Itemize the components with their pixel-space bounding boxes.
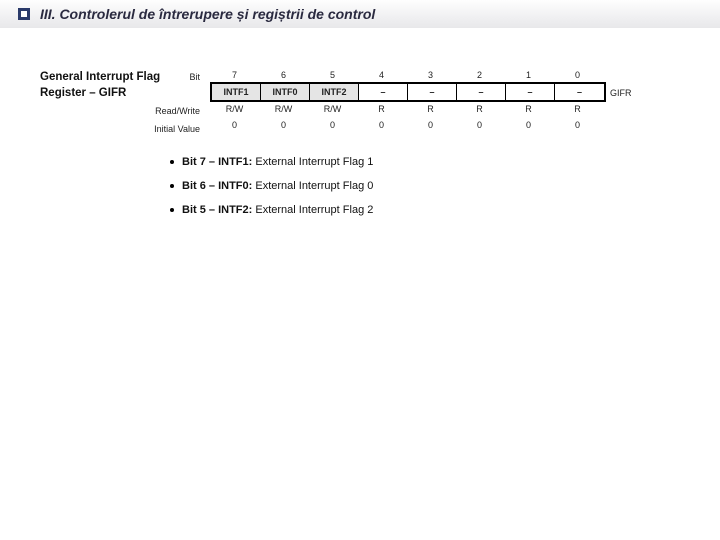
rw-row: R/W R/W R/W R R R R R (210, 104, 606, 114)
rw-cell: R/W (308, 104, 357, 114)
iv-cell: 0 (406, 120, 455, 130)
bit-num: 3 (406, 70, 455, 80)
bit-num: 1 (504, 70, 553, 80)
slide-title: III. Controlerul de întrerupere și regiș… (40, 6, 375, 22)
bit-desc-text: Bit 6 – INTF0: External Interrupt Flag 0 (182, 180, 373, 192)
bullet-icon (170, 184, 174, 188)
bit-description-list: Bit 7 – INTF1: External Interrupt Flag 1… (170, 156, 373, 228)
bit-num: 0 (553, 70, 602, 80)
bit-num: 7 (210, 70, 259, 80)
slide-header: III. Controlerul de întrerupere și regiș… (0, 0, 720, 28)
iv-cell: 0 (259, 120, 308, 130)
rw-cell: R (455, 104, 504, 114)
register-name-line2: Register – GIFR (40, 87, 126, 99)
iv-cell: 0 (553, 120, 602, 130)
register-side-label: GIFR (610, 88, 632, 98)
register-table: Bit 7 6 5 4 3 2 1 0 INTF1 INTF0 INTF2 – … (210, 70, 606, 130)
rw-cell: R (504, 104, 553, 114)
reg-cell: – (555, 84, 604, 100)
rw-cell: R/W (259, 104, 308, 114)
register-name-line1: General Interrupt Flag (40, 71, 160, 83)
iv-row-label: Initial Value (140, 124, 200, 134)
rw-cell: R (553, 104, 602, 114)
reg-cell: – (506, 84, 555, 100)
reg-cell: INTF1 (212, 84, 261, 100)
header-bullet-icon (18, 8, 30, 20)
bullet-icon (170, 208, 174, 212)
bit-row-label: Bit (160, 72, 200, 82)
register-cells-row: INTF1 INTF0 INTF2 – – – – – (210, 82, 606, 102)
rw-cell: R (357, 104, 406, 114)
rw-cell: R/W (210, 104, 259, 114)
reg-cell: – (408, 84, 457, 100)
bit-desc-item: Bit 7 – INTF1: External Interrupt Flag 1 (170, 156, 373, 168)
reg-cell: – (359, 84, 408, 100)
reg-cell: INTF0 (261, 84, 310, 100)
reg-cell: – (457, 84, 506, 100)
bit-num: 5 (308, 70, 357, 80)
bit-desc-text: Bit 5 – INTF2: External Interrupt Flag 2 (182, 204, 373, 216)
bit-num: 2 (455, 70, 504, 80)
iv-cell: 0 (504, 120, 553, 130)
iv-cell: 0 (357, 120, 406, 130)
rw-row-label: Read/Write (140, 106, 200, 116)
rw-cell: R (406, 104, 455, 114)
bit-num: 4 (357, 70, 406, 80)
iv-row: 0 0 0 0 0 0 0 0 (210, 120, 606, 130)
iv-cell: 0 (455, 120, 504, 130)
iv-cell: 0 (308, 120, 357, 130)
bit-number-row: 7 6 5 4 3 2 1 0 (210, 70, 606, 80)
reg-cell: INTF2 (310, 84, 359, 100)
iv-cell: 0 (210, 120, 259, 130)
bit-desc-item: Bit 6 – INTF0: External Interrupt Flag 0 (170, 180, 373, 192)
bit-num: 6 (259, 70, 308, 80)
bit-desc-text: Bit 7 – INTF1: External Interrupt Flag 1 (182, 156, 373, 168)
bullet-icon (170, 160, 174, 164)
content-area: General Interrupt Flag Register – GIFR B… (40, 70, 700, 101)
bit-desc-item: Bit 5 – INTF2: External Interrupt Flag 2 (170, 204, 373, 216)
